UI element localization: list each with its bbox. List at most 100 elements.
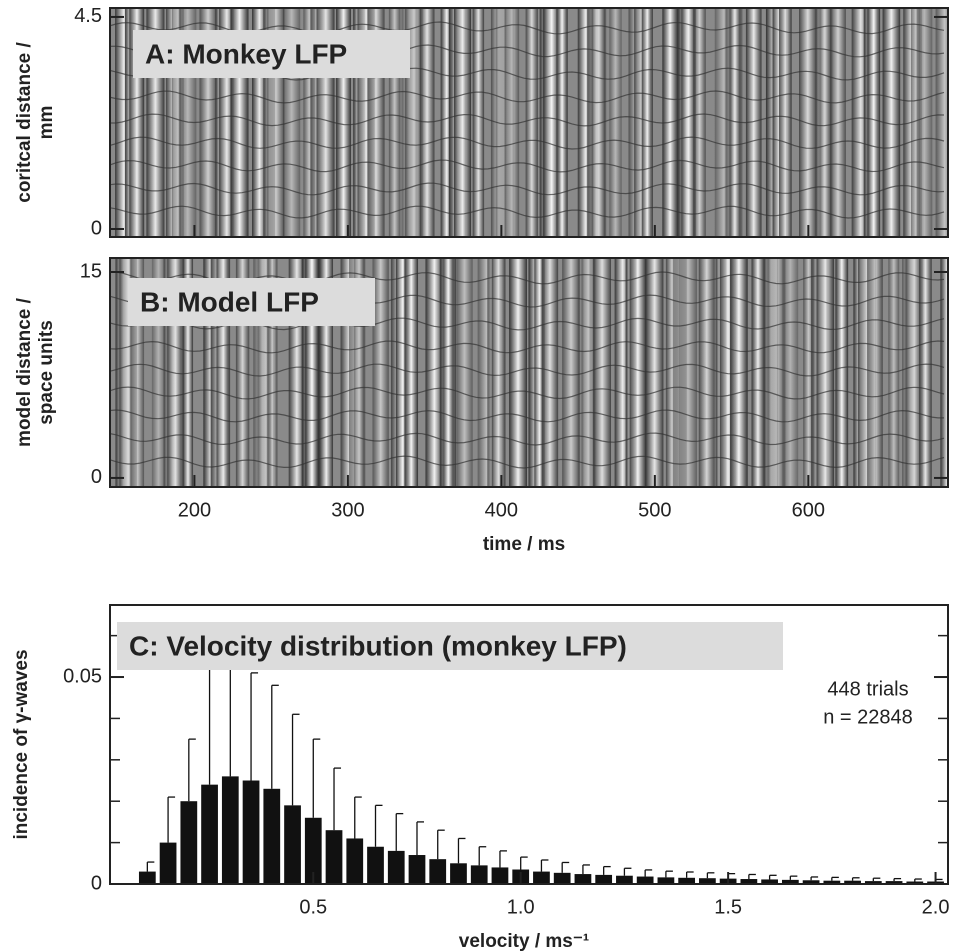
bar [367, 846, 384, 884]
heatmap-stripe [591, 8, 607, 237]
heatmap-stripe [388, 8, 401, 237]
annotation: n = 22848 [823, 706, 913, 728]
heatmap-stripe [645, 258, 664, 487]
heatmap-stripe [182, 258, 194, 487]
heatmap-stripe [562, 258, 580, 487]
bar [263, 788, 281, 884]
x-tick-label: 400 [485, 499, 518, 521]
bar [740, 879, 758, 884]
x-tick-label: 600 [792, 499, 825, 521]
heatmap-stripe [525, 8, 538, 237]
heatmap-stripe [745, 8, 762, 237]
bar [450, 863, 467, 884]
bar [699, 878, 716, 884]
frame [109, 604, 949, 885]
trace-line [110, 90, 945, 104]
y-axis-label: incidence of γ-waves [11, 649, 32, 839]
bar [761, 879, 778, 884]
bar [906, 881, 924, 884]
trace-line [110, 455, 945, 469]
heatmap-stripe [919, 258, 932, 487]
bar [304, 817, 322, 884]
trace-line [110, 159, 945, 173]
y-tick-label: 0 [91, 872, 102, 894]
heatmap-stripe [819, 8, 831, 237]
heatmap-stripe [641, 8, 653, 237]
heatmap-stripe [949, 258, 959, 487]
y-tick-label: 0 [91, 217, 102, 239]
heatmap-stripe [443, 258, 454, 487]
trace-line [110, 363, 945, 377]
y-axis-label: model distance / [14, 297, 35, 447]
bar [221, 776, 239, 884]
heatmap-stripe [882, 8, 901, 237]
heatmap-stripe [698, 258, 715, 487]
heatmap-stripe [543, 8, 561, 237]
bar [201, 784, 218, 884]
heatmap-stripe [935, 8, 948, 237]
heatmap-stripe [609, 8, 622, 237]
bar [429, 859, 447, 884]
bar [284, 805, 301, 884]
heatmap-stripe [425, 258, 444, 487]
trace-line [110, 432, 945, 446]
heatmap-stripe [953, 8, 959, 237]
heatmap-stripe [916, 8, 933, 237]
heatmap-stripe [593, 258, 612, 487]
heatmap-stripe [803, 258, 814, 487]
bar [595, 874, 613, 884]
title-box [128, 278, 375, 326]
bar [574, 874, 592, 884]
x-tick-label: 0.5 [299, 896, 327, 918]
heatmap-stripe [372, 258, 389, 487]
bar [180, 801, 198, 884]
y-axis-label: coritcal distance / [14, 42, 35, 203]
heatmap-stripe [940, 258, 948, 487]
bar [491, 867, 509, 884]
trace-line [110, 113, 945, 127]
trace-line [110, 182, 945, 196]
heatmap-stripe [693, 8, 706, 237]
heatmap-stripe [798, 8, 817, 237]
heatmap-stripe [905, 258, 924, 487]
y-axis-label: space units [36, 320, 57, 425]
y-axis-label: mm [36, 106, 57, 140]
panel-title: B: Model LFP [140, 286, 319, 317]
title-box [117, 622, 783, 670]
heatmap-stripe [954, 258, 959, 487]
heatmap-stripe [779, 8, 792, 237]
y-tick-label: 0.05 [63, 665, 102, 687]
heatmap-stripe [541, 258, 559, 487]
heatmap-stripe [867, 8, 881, 237]
bar [346, 838, 364, 884]
x-axis-label: velocity / ms⁻¹ [459, 931, 589, 952]
heatmap-stripe [509, 258, 527, 487]
trace-line [110, 136, 945, 150]
x-tick-label: 200 [178, 499, 211, 521]
bar [138, 871, 156, 884]
heatmap-stripe [472, 8, 485, 237]
bar [242, 780, 260, 884]
x-tick-label: 500 [638, 499, 671, 521]
heatmap-stripe [172, 8, 184, 237]
x-tick-label: 2.0 [922, 896, 950, 918]
bar [885, 881, 903, 884]
heatmap-stripe [504, 8, 520, 237]
y-tick-label: 15 [80, 260, 102, 282]
heatmap-stripe [679, 258, 697, 487]
panel-title: C: Velocity distribution (monkey LFP) [129, 630, 627, 661]
heatmap-stripe [767, 258, 786, 487]
x-tick-label: 1.0 [507, 896, 535, 918]
bar [616, 875, 633, 884]
frame [109, 7, 949, 238]
trace-line [110, 386, 945, 400]
heatmap-stripe [354, 258, 365, 487]
x-tick-label: 300 [331, 499, 364, 521]
frame [109, 257, 949, 488]
bar [864, 881, 882, 884]
bar [636, 876, 654, 884]
heatmap-stripe [730, 258, 748, 487]
bar [533, 871, 550, 884]
trace-line [110, 409, 944, 423]
